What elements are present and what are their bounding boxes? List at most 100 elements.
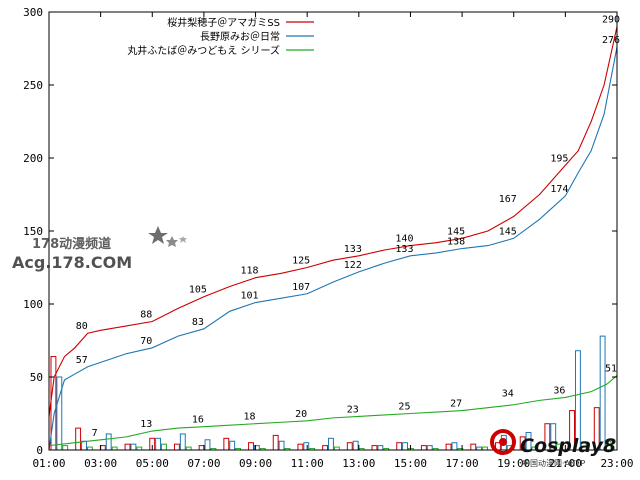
- star-icon: [148, 226, 168, 244]
- data-label: 107: [292, 282, 310, 293]
- hourly-bars: [50, 335, 612, 451]
- bar: [352, 440, 359, 451]
- bar: [278, 440, 285, 451]
- bar: [62, 445, 69, 451]
- bar: [426, 445, 433, 451]
- data-label: 167: [499, 194, 517, 205]
- watermark-cosplay8-sub: 中国动漫网·ACTP: [522, 458, 585, 468]
- bar: [50, 356, 57, 451]
- data-label: 105: [189, 285, 207, 296]
- bar: [402, 442, 408, 451]
- watermark-cosplay8-main: Cosplay8: [520, 435, 616, 457]
- data-label: 23: [347, 404, 359, 415]
- cumulative-lines: [48, 26, 618, 451]
- bar: [371, 445, 378, 451]
- data-label: 276: [602, 35, 620, 46]
- value-annotations: 8088105118125133140145167195290577083101…: [76, 15, 620, 439]
- data-label: 101: [241, 291, 259, 302]
- data-label: 16: [192, 415, 204, 426]
- x-tick-label: 03:00: [84, 457, 117, 470]
- bar: [223, 437, 230, 451]
- x-tick-label: 01:00: [32, 457, 65, 470]
- data-label: 25: [398, 402, 410, 413]
- data-label: 145: [447, 226, 465, 237]
- data-label: 125: [292, 256, 310, 267]
- bar: [303, 442, 310, 451]
- bar: [198, 445, 205, 451]
- series-line: [48, 46, 618, 451]
- bar: [124, 443, 131, 451]
- plot-frame: [48, 11, 618, 451]
- data-label: 20: [295, 409, 307, 420]
- bar: [599, 335, 606, 451]
- bar: [248, 442, 254, 451]
- x-tick-label: 07:00: [187, 457, 220, 470]
- bar: [155, 437, 162, 451]
- bar: [470, 443, 477, 451]
- bar: [445, 443, 452, 451]
- y-tick-label: 200: [23, 152, 43, 165]
- data-label: 27: [450, 399, 462, 410]
- bar: [297, 443, 304, 451]
- bar: [229, 440, 236, 451]
- x-tick-label: 21:00: [549, 457, 582, 470]
- y-tick-label: 150: [23, 225, 43, 238]
- bar: [420, 445, 427, 451]
- legend-label-0: 桜井梨穂子＠アマガミSS: [167, 16, 280, 29]
- data-label: 7: [92, 428, 98, 439]
- series-line: [48, 375, 618, 447]
- bar: [81, 440, 87, 451]
- y-tick-label: 100: [23, 298, 43, 311]
- y-tick-label: 50: [30, 371, 43, 384]
- bar: [105, 433, 112, 451]
- cosplay8-logo-icon: [490, 429, 516, 455]
- bar: [346, 442, 353, 451]
- watermark-178: 178动漫频道 Acg.178.COM: [12, 226, 187, 272]
- legend: 桜井梨穂子＠アマガミSS 長野原みお＠日常 丸井ふたば＠みつどもえ シリーズ: [127, 16, 314, 57]
- bar: [328, 437, 334, 451]
- data-label: 145: [499, 226, 517, 237]
- bar: [451, 442, 458, 451]
- x-tick-label: 15:00: [394, 457, 427, 470]
- bar: [204, 439, 211, 451]
- data-label: 133: [395, 244, 413, 255]
- bar: [75, 427, 82, 451]
- data-label: 83: [192, 317, 204, 328]
- x-tick-label: 19:00: [497, 457, 530, 470]
- bar: [173, 443, 180, 451]
- x-tick-label: 05:00: [136, 457, 169, 470]
- legend-label-1: 長野原みお＠日常: [200, 30, 280, 43]
- bar: [322, 445, 329, 451]
- watermark-178-bottom: Acg.178.COM: [12, 253, 132, 272]
- star-icon: [179, 236, 187, 243]
- legend-label-2: 丸井ふたば＠みつどもえ シリーズ: [127, 44, 280, 57]
- data-label: 133: [344, 244, 362, 255]
- data-label: 118: [241, 266, 259, 277]
- bar: [396, 442, 403, 451]
- bar: [161, 443, 167, 451]
- data-label: 34: [502, 388, 514, 399]
- x-tick-label: 11:00: [291, 457, 324, 470]
- data-label: 80: [76, 321, 88, 332]
- data-label: 174: [550, 184, 568, 195]
- watermark-cosplay8: Cosplay8 中国动漫网·ACTP: [490, 429, 616, 468]
- x-tick-label: 23:00: [600, 457, 633, 470]
- data-label: 290: [602, 15, 620, 26]
- data-label: 88: [140, 310, 152, 321]
- bar: [377, 445, 384, 451]
- y-tick-label: 300: [23, 6, 43, 19]
- data-label: 57: [76, 355, 88, 366]
- axes: 0 50 100 150 200 250 300 01:00 03:00 05:00 07:00 09…: [23, 6, 633, 470]
- bar: [272, 434, 279, 451]
- bar: [130, 443, 137, 451]
- y-tick-label: 0: [36, 444, 43, 457]
- data-label: 51: [605, 364, 617, 375]
- data-label: 13: [140, 419, 152, 430]
- data-label: 18: [244, 412, 256, 423]
- data-label: 36: [553, 385, 565, 396]
- data-label: 70: [140, 336, 152, 347]
- bar: [56, 376, 63, 451]
- x-tick-label: 17:00: [446, 457, 479, 470]
- x-tick-label: 09:00: [239, 457, 272, 470]
